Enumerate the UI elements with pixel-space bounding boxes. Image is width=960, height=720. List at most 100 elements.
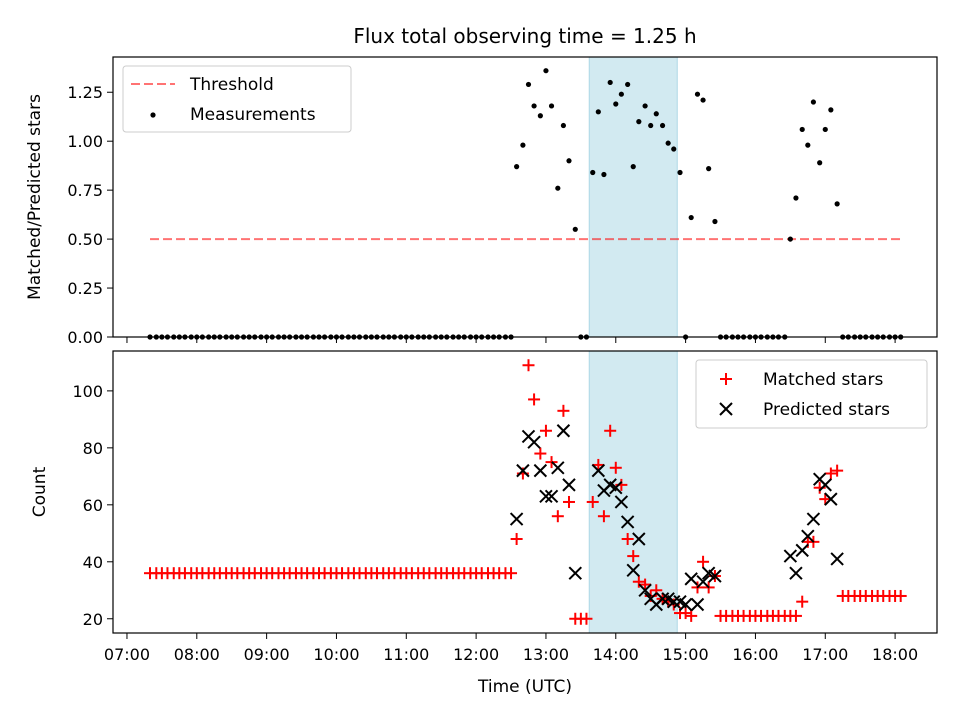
- matched-star-marker: [627, 550, 640, 563]
- predicted-star-marker: [568, 566, 582, 580]
- top-ytick-label: 0.75: [67, 181, 103, 200]
- bottom-legend-box: [695, 359, 928, 429]
- bottom-xtick-label: 09:00: [244, 645, 290, 664]
- matched-star-marker: [796, 595, 809, 608]
- matched-star-marker: [505, 567, 518, 580]
- predicted-star-marker: [818, 478, 832, 492]
- matched-star-marker: [551, 510, 564, 523]
- predicted-star-marker: [795, 543, 809, 558]
- measurement-point: [520, 142, 526, 148]
- bottom-legend: Matched stars Predicted stars: [695, 359, 928, 429]
- predicted-star-marker: [533, 463, 548, 478]
- bottom-xtick-label: 11:00: [383, 645, 429, 664]
- matched-star-marker: [557, 404, 570, 417]
- predicted-star-marker: [783, 549, 798, 563]
- matched-star-marker: [789, 609, 802, 622]
- measurement-point: [566, 158, 572, 164]
- predicted-stars-points: [509, 424, 844, 612]
- predicted-star-marker: [562, 478, 576, 492]
- measurement-point: [694, 91, 701, 97]
- predicted-star-marker: [830, 552, 844, 566]
- measurement-point: [817, 160, 823, 166]
- measurement-point: [555, 185, 561, 191]
- matched-star-marker: [539, 424, 552, 437]
- matched-star-marker: [685, 609, 698, 622]
- threshold-legend-label: Threshold: [189, 75, 274, 95]
- bottom-xtick-label: 07:00: [104, 645, 150, 664]
- matched-star-marker: [562, 495, 575, 508]
- predicted-star-marker: [678, 597, 693, 612]
- bottom-xtick-label: 13:00: [523, 645, 569, 664]
- matched-star-marker: [510, 533, 523, 545]
- matched-star-marker: [824, 467, 837, 480]
- measurement-point: [525, 81, 532, 88]
- matched-star-marker: [609, 461, 622, 474]
- matched-star-marker: [639, 578, 652, 591]
- measurement-point: [659, 122, 666, 129]
- predicted-star-marker: [708, 569, 722, 583]
- measurements-legend-icon: [150, 112, 156, 118]
- predicted-star-marker: [632, 532, 646, 546]
- chart-title: Flux total observing time = 1.25 h: [353, 24, 696, 48]
- bottom-ylabel: Count: [30, 466, 50, 517]
- measurement-point: [799, 126, 805, 133]
- predicted-star-marker: [684, 572, 698, 586]
- matched-star-marker: [604, 424, 617, 437]
- measurement-point: [572, 226, 578, 232]
- bottom-y-axis: 20 40 60 80 100: [72, 382, 113, 629]
- predicted-star-marker: [638, 583, 652, 597]
- top-axes-frame: [112, 56, 938, 338]
- bottom-panel: 20 40 60 80 100 07:00 08:00 09:00 10:00 11:00 12:…: [30, 350, 938, 697]
- predicted-star-marker: [527, 435, 541, 449]
- measurement-point: [706, 166, 712, 172]
- measurement-point: [543, 68, 549, 74]
- measurement-point: [787, 236, 793, 242]
- predicted-star-marker: [789, 566, 803, 580]
- measurement-point: [793, 195, 799, 201]
- predicted-star-marker: [655, 592, 670, 606]
- predicted-star-marker: [609, 481, 623, 495]
- measurement-point: [613, 101, 619, 107]
- bottom-ytick-label: 40: [83, 553, 103, 572]
- predicted-star-marker: [690, 597, 705, 612]
- measurement-point: [665, 140, 671, 146]
- matched-star-marker: [534, 447, 547, 460]
- measurement-point: [601, 171, 607, 178]
- predicted-star-marker: [696, 575, 710, 589]
- predicted-star-marker: [620, 515, 635, 529]
- measurement-point: [805, 142, 811, 148]
- top-ytick-label: 0.00: [67, 328, 103, 347]
- measurement-point: [531, 103, 537, 109]
- matched-star-marker: [522, 359, 535, 372]
- predicted-legend-icon: [719, 402, 733, 416]
- measurement-point: [712, 218, 718, 225]
- bottom-xtick-label: 10:00: [313, 645, 359, 664]
- bottom-xtick-label: 18:00: [872, 645, 918, 664]
- bottom-ytick-label: 20: [83, 610, 103, 629]
- matched-star-marker: [528, 393, 541, 406]
- measurement-point: [677, 169, 683, 176]
- measurement-point: [618, 91, 624, 97]
- predicted-star-marker: [801, 529, 815, 543]
- bottom-ytick-label: 60: [83, 496, 103, 515]
- measurement-point: [822, 126, 828, 133]
- bottom-xtick-label: 14:00: [593, 645, 639, 664]
- measurement-point: [548, 103, 555, 109]
- matched-star-marker: [632, 575, 645, 588]
- bottom-xtick-label: 17:00: [802, 645, 848, 664]
- predicted-star-marker: [806, 512, 821, 526]
- top-ytick-label: 0.25: [67, 279, 103, 298]
- measurement-point: [648, 122, 654, 129]
- matched-star-marker: [679, 607, 692, 620]
- measurement-point: [653, 111, 659, 117]
- top-y-axis: 0.00 0.25 0.50 0.75 1.00 1.25: [67, 83, 113, 347]
- top-legend-box: [122, 65, 352, 133]
- matched-star-marker: [819, 493, 832, 506]
- matched-star-marker: [894, 589, 907, 602]
- top-legend: Threshold Measurements: [122, 65, 352, 133]
- predicted-star-marker: [614, 495, 629, 509]
- bottom-xlabel: Time (UTC): [477, 677, 572, 697]
- measurement-point: [595, 109, 601, 115]
- top-ytick-label: 1.25: [67, 83, 103, 102]
